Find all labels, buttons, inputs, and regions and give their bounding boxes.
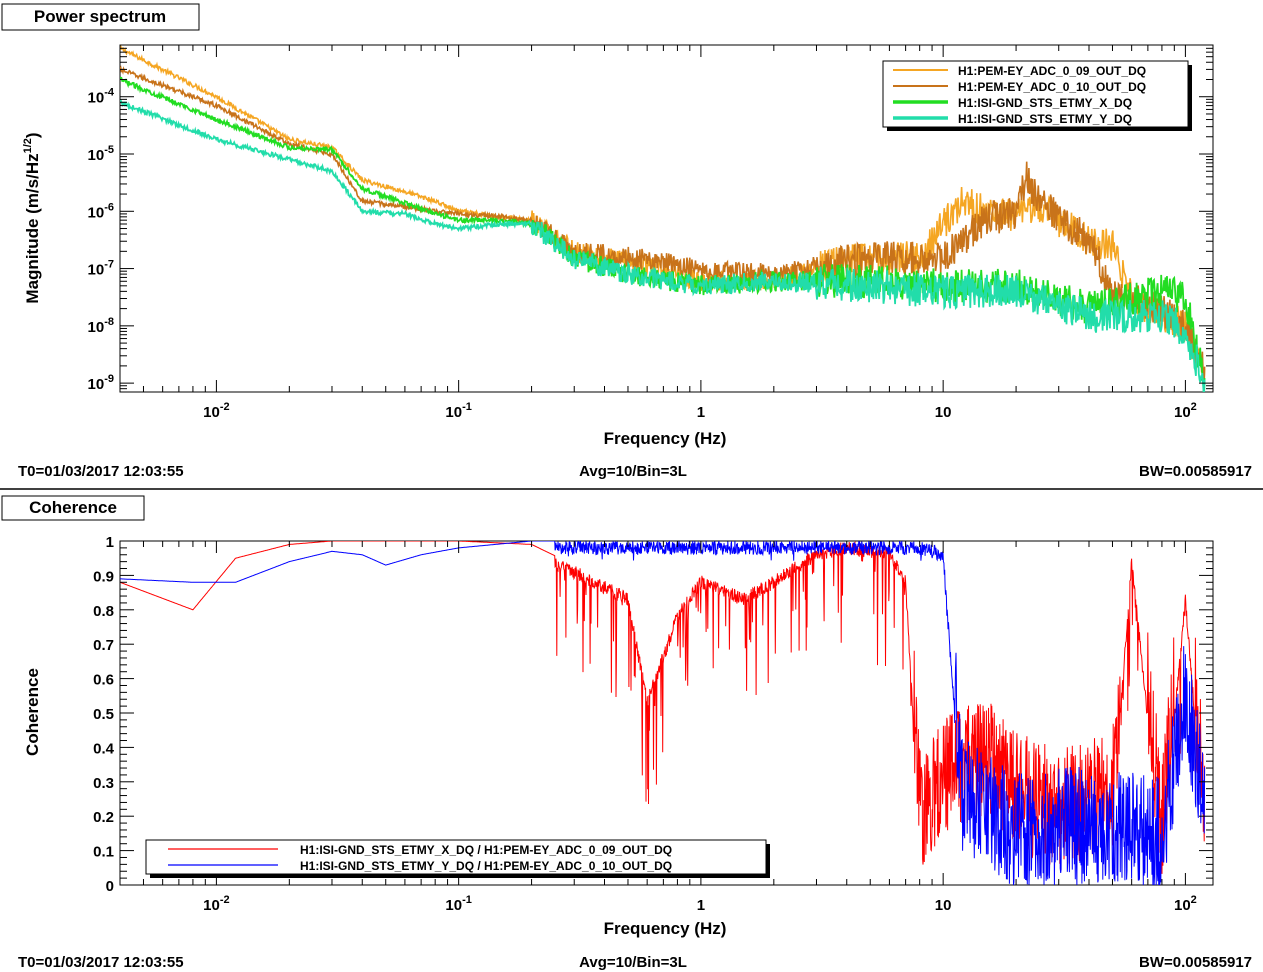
coherence-t0: T0=01/03/2017 12:03:55	[18, 954, 184, 971]
y-tick-label: 0.8	[93, 603, 114, 620]
power-spectrum-frame	[119, 44, 1214, 393]
legend-entry: H1:ISI-GND_STS_ETMY_Y_DQ / H1:PEM-EY_ADC…	[300, 859, 672, 873]
y-tick-label: 0.3	[93, 775, 114, 792]
coherence-ylabel: Coherence	[23, 668, 42, 756]
x-tick-label: 10-1	[445, 401, 471, 421]
y-tick-label: 10-4	[88, 87, 115, 107]
coherence-axes: 10-2 10-1 1 10 102 0 0.1 0.2 0.3 0.4 0.5 0.6 0.7 0.8 0…	[93, 534, 1213, 914]
power-spectrum-panel: Power spectrum 10-2 10-1 1 10 10210-910-810-…	[1, 3, 1252, 480]
x-tick-label: 10	[935, 897, 952, 914]
x-tick-label: 10-1	[445, 894, 471, 914]
coherence-xlabel: Frequency (Hz)	[604, 919, 727, 938]
y-tick-label: 10-6	[88, 201, 114, 221]
power-spectrum-line-3	[120, 99, 1206, 392]
power-spectrum-title: Power spectrum	[34, 7, 166, 26]
coherence-series-group	[120, 541, 1206, 885]
x-tick-label: 1	[697, 404, 705, 421]
coherence-panel: Coherence 10-2 10-1 1 10 102 0 0.1 0.2 0.3 0.4 0.5…	[1, 495, 1252, 971]
coherence-avg: Avg=10/Bin=3L	[579, 954, 687, 971]
x-tick-label: 102	[1174, 894, 1197, 914]
coherence-title: Coherence	[29, 498, 117, 517]
y-tick-label: 0.7	[93, 637, 114, 654]
x-tick-label: 10-2	[203, 401, 229, 421]
y-tick-label: 0.5	[93, 706, 114, 723]
legend-entry: H1:PEM-EY_ADC_0_10_OUT_DQ	[958, 80, 1146, 94]
x-tick-label: 10	[935, 404, 952, 421]
y-tick-label: 10-8	[88, 316, 114, 336]
y-tick-label: 0.1	[93, 844, 114, 861]
power-spectrum-bw: BW=0.00585917	[1139, 463, 1252, 480]
legend-entry: H1:ISI-GND_STS_ETMY_X_DQ / H1:PEM-EY_ADC…	[300, 843, 672, 857]
x-tick-label: 102	[1174, 401, 1197, 421]
power-spectrum-title-box[interactable]	[1, 3, 200, 31]
y-tick-label: 0.4	[93, 740, 115, 757]
power-spectrum-ylabel: Magnitude (m/s/Hz1/2)	[22, 132, 42, 303]
power-spectrum-xlabel: Frequency (Hz)	[604, 429, 727, 448]
y-tick-label: 0.9	[93, 568, 114, 585]
y-tick-label: 1	[106, 534, 114, 551]
legend-entry: H1:ISI-GND_STS_ETMY_X_DQ	[958, 96, 1132, 110]
y-tick-label: 10-5	[88, 144, 114, 164]
legend-entry: H1:ISI-GND_STS_ETMY_Y_DQ	[958, 112, 1132, 126]
y-tick-label: 0.2	[93, 809, 114, 826]
legend-entry: H1:PEM-EY_ADC_0_09_OUT_DQ	[958, 64, 1146, 78]
coherence-line-1	[120, 541, 1206, 885]
power-spectrum-axes: 10-2 10-1 1 10 102 10-9 10-8 10-7 10-6 10-5 10-4	[88, 44, 1213, 421]
y-tick-label: 0	[106, 878, 114, 895]
coherence-legend: H1:ISI-GND_STS_ETMY_X_DQ / H1:PEM-EY_ADC…	[145, 839, 770, 878]
x-tick-label: 1	[697, 897, 705, 914]
coherence-title-box[interactable]	[1, 495, 145, 521]
power-spectrum-avg: Avg=10/Bin=3L	[579, 463, 687, 480]
coherence-bw: BW=0.00585917	[1139, 954, 1252, 971]
coherence-line-0	[120, 541, 1206, 874]
power-spectrum-series-group	[120, 45, 1206, 392]
x-tick-label: 10-2	[203, 894, 229, 914]
power-spectrum-legend: H1:PEM-EY_ADC_0_09_OUT_DQ H1:PEM-EY_ADC_0…	[882, 60, 1192, 131]
y-tick-label: 0.6	[93, 672, 114, 689]
y-tick-label: 10-7	[88, 259, 114, 279]
power-spectrum-t0: T0=01/03/2017 12:03:55	[18, 463, 184, 480]
y-tick-label: 10-9	[88, 373, 114, 393]
